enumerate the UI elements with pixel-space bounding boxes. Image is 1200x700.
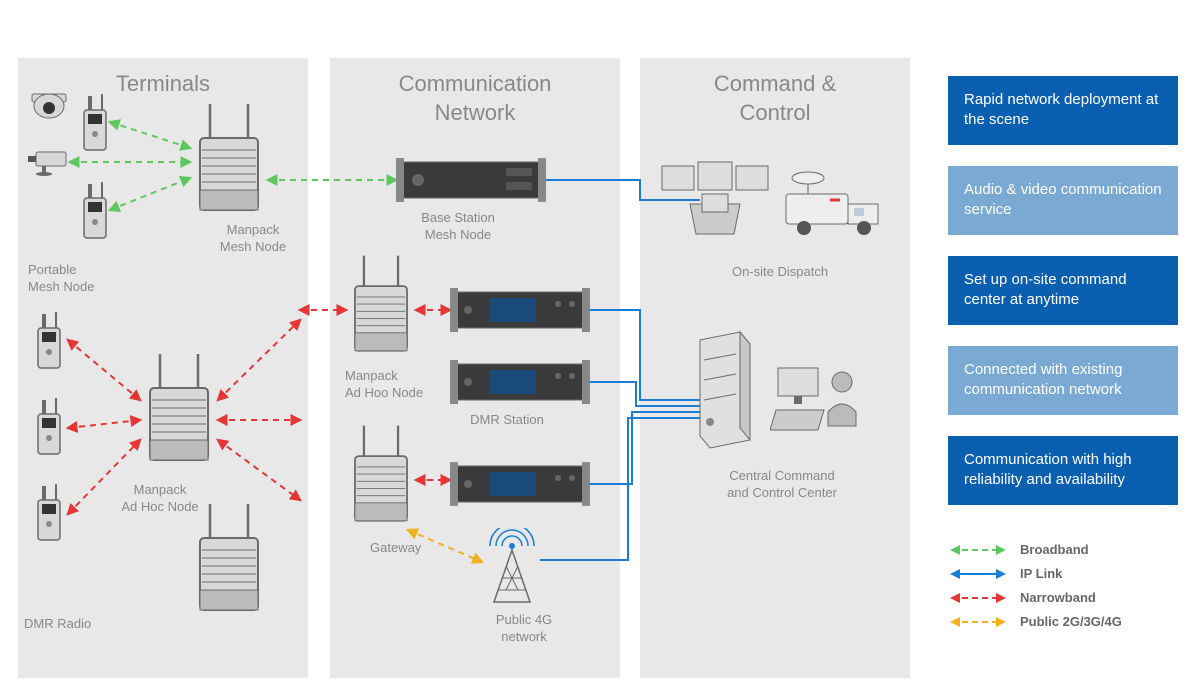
truck-icon — [780, 164, 890, 247]
server-icon — [690, 330, 760, 455]
label-dmr-station: DMR Station — [462, 412, 552, 429]
manpack1-icon — [190, 100, 268, 223]
label-base-station: Base StationMesh Node — [408, 210, 508, 244]
legend-row-3: Public 2G/3G/4G — [948, 614, 1122, 629]
manpack5-icon — [346, 420, 416, 535]
label-manpack-adhoc2: ManpackAd Hoo Node — [345, 368, 435, 402]
legend-row-0: Broadband — [948, 542, 1089, 557]
radio_tl-icon — [78, 92, 112, 159]
label-manpack-mesh: ManpackMesh Node — [208, 222, 298, 256]
radio_ml-icon — [78, 180, 112, 247]
label-gateway: Gateway — [370, 540, 440, 557]
label-manpack-adhoc1: ManpackAd Hoc Node — [110, 482, 210, 516]
feature-box-2: Set up on-site command center at anytime — [948, 256, 1178, 325]
rack3-icon — [450, 358, 590, 411]
monitors-icon — [660, 160, 770, 245]
radio_l3-icon — [32, 482, 66, 549]
manpack4-icon — [346, 250, 416, 365]
col-network-title: CommunicationNetwork — [330, 58, 620, 127]
label-onsite: On-site Dispatch — [720, 264, 840, 281]
operator-icon — [770, 360, 870, 443]
manpack2-icon — [140, 350, 218, 473]
tower-icon — [482, 528, 542, 611]
feature-box-3: Connected with existing communication ne… — [948, 346, 1178, 415]
legend-row-2: Narrowband — [948, 590, 1096, 605]
label-dmr-radio: DMR Radio — [24, 616, 104, 633]
label-portable-mesh: PortableMesh Node — [28, 262, 108, 296]
label-public4g: Public 4Gnetwork — [484, 612, 564, 646]
camera_box-icon — [28, 148, 72, 181]
radio_l1-icon — [32, 310, 66, 377]
camera_dome-icon — [28, 92, 70, 131]
legend-row-1: IP Link — [948, 566, 1062, 581]
rack4-icon — [450, 460, 590, 513]
col-command-title: Command &Control — [640, 58, 910, 127]
manpack3-icon — [190, 500, 268, 623]
radio_l2-icon — [32, 396, 66, 463]
feature-box-0: Rapid network deployment at the scene — [948, 76, 1178, 145]
feature-box-4: Communication with high reliability and … — [948, 436, 1178, 505]
label-central: Central Commandand Control Center — [712, 468, 852, 502]
feature-box-1: Audio & video communication service — [948, 166, 1178, 235]
rack2-icon — [450, 286, 590, 339]
rack1-icon — [396, 156, 546, 209]
